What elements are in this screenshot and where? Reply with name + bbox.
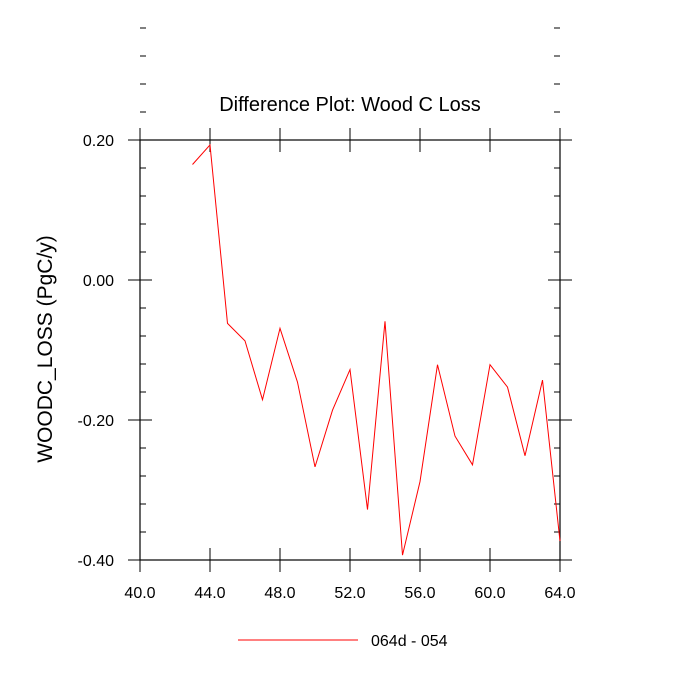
- y-axis-title: WOODC_LOSS (PgC/y): [34, 235, 57, 463]
- x-tick-label: 40.0: [124, 585, 155, 602]
- x-tick-label: 48.0: [264, 585, 295, 602]
- y-tick-label: 0.00: [83, 273, 114, 290]
- legend: 064d - 054: [238, 633, 448, 650]
- plot-frame: [139, 139, 561, 561]
- y-tick-label: -0.40: [78, 553, 115, 570]
- legend-label: 064d - 054: [371, 633, 448, 650]
- y-tick-label: -0.20: [78, 413, 115, 430]
- x-tick-label: 60.0: [474, 585, 505, 602]
- x-tick-label: 56.0: [404, 585, 435, 602]
- x-tick-label: 64.0: [544, 585, 575, 602]
- tick-labels: 40.0 44.0 48.0 52.0 56.0 60.0 64.0 0.20 0.00 -0.2…: [78, 133, 576, 602]
- x-tick-label: 52.0: [334, 585, 365, 602]
- chart-title: Difference Plot: Wood C Loss: [219, 94, 481, 116]
- axis-ticks: [128, 27, 572, 572]
- x-tick-label: 44.0: [194, 585, 225, 602]
- series-line: [192, 143, 561, 556]
- series-layer: [192, 143, 561, 556]
- y-tick-label: 0.20: [83, 133, 114, 150]
